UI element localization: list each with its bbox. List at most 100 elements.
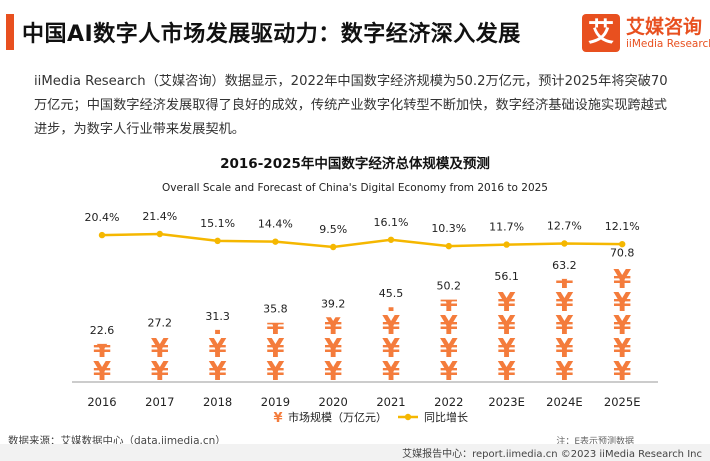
description-text: iiMedia Research（艾媒咨询）数据显示，2022年中国数字经济规模… [34,74,668,137]
yuan-icon: ¥ [209,334,227,364]
bar-value-label: 50.2 [437,280,462,293]
x-tick-label: 2017 [145,395,174,409]
chart-subtitle: Overall Scale and Forecast of China's Di… [162,182,548,194]
yuan-icon: ¥ [440,288,458,318]
yuan-icon: ¥ [266,265,284,295]
yuan-icon: ¥ [266,357,284,387]
yuan-icon: ¥ [93,334,111,364]
yuan-icon: ¥ [209,265,227,295]
title-accent-bar [6,14,14,50]
yuan-icon: ¥ [209,242,227,272]
yuan-icon: ¥ [209,311,227,341]
growth-point [561,240,568,247]
growth-value-label: 12.7% [547,220,582,233]
growth-point [330,243,337,251]
yuan-icon: ¥ [555,311,573,341]
x-tick-label: 2016 [87,395,116,409]
bar: ¥¥¥¥¥¥¥¥ [93,242,111,387]
yuan-icon: ¥ [93,288,111,318]
yuan-icon: ¥ [555,334,573,364]
bar-value-label: 27.2 [148,316,173,329]
digital-economy-chart: 2016-2025年中国数字经济总体规模及预测 Overall Scale an… [72,155,658,426]
yuan-icon: ¥ [151,357,169,387]
yuan-icon: ¥ [555,265,573,295]
x-tick-label: 2020 [319,395,348,409]
growth-point [503,241,510,248]
yuan-icon: ¥ [440,311,458,341]
yuan-icon: ¥ [93,242,111,272]
yuan-icon: ¥ [613,288,631,318]
yuan-icon: ¥ [324,265,342,295]
yuan-icon: ¥ [266,311,284,341]
yuan-icon: ¥ [209,357,227,387]
bar: ¥¥¥¥¥¥¥¥ [498,265,516,387]
x-tick-label: 2023E [488,395,525,409]
chart-legend: ¥ 市场规模（万亿元） 同比增长 [273,410,468,426]
yuan-icon: ¥ [440,334,458,364]
yuan-icon: ¥ [151,334,169,364]
growth-point [619,240,626,248]
yuan-icon: ¥ [266,242,284,272]
yuan-icon: ¥ [498,265,516,295]
growth-value-label: 9.5% [319,223,347,236]
x-tick-label: 2024E [546,395,583,409]
yuan-icon: ¥ [613,265,631,295]
growth-point [156,230,163,238]
bar-value-label: 35.8 [263,303,288,316]
growth-point [387,236,395,243]
footer-bar: 艾媒报告中心：report.iimedia.cn ©2023 iiMedia R… [0,444,710,461]
growth-value-label: 12.1% [605,220,640,233]
growth-point [272,238,279,245]
bar-value-label: 31.3 [205,310,230,323]
growth-value-label: 16.1% [374,216,409,229]
yuan-icon: ¥ [382,357,400,387]
logo-name-cn: 艾媒咨询 [626,16,703,38]
growth-point [98,231,106,239]
bar: ¥¥¥¥¥¥¥¥ [382,288,400,387]
x-tick-label: 2022 [434,395,463,409]
bar: ¥¥¥¥¥¥¥¥ [324,265,342,387]
bar-value-label: 70.8 [610,247,635,260]
bar-value-label: 22.6 [90,324,115,337]
yuan-icon: ¥ [93,265,111,295]
yuan-icon: ¥ [555,288,573,318]
yuan-icon: ¥ [382,288,400,318]
forecast-note: 注：E表示预测数据 [556,437,634,447]
footer-text: 艾媒报告中心：report.iimedia.cn ©2023 iiMedia R… [402,449,702,460]
logo-name-en: iiMedia Research [626,38,710,50]
bar: ¥¥¥¥¥¥¥¥ [266,242,284,387]
yuan-icon: ¥ [498,334,516,364]
yuan-icon: ¥ [93,357,111,387]
yuan-icon: ¥ [498,357,516,387]
brand-logo: 艾 艾媒咨询 iiMedia Research [582,12,710,56]
page-title: 中国AI数字人市场发展驱动力：数字经济深入发展 [22,22,521,47]
chart-title: 2016-2025年中国数字经济总体规模及预测 [220,155,490,172]
growth-value-label: 15.1% [200,217,235,230]
yuan-icon: ¥ [324,288,342,318]
x-tick-label: 2021 [376,395,405,409]
bar-value-label: 56.1 [494,270,519,283]
x-tick-label: 2019 [261,395,290,409]
growth-line [101,232,623,249]
logo-icon: 艾 [582,14,620,52]
bar-value-label: 45.5 [379,287,404,300]
bar: ¥¥¥¥¥¥¥¥ [209,242,227,387]
yuan-icon: ¥ [324,334,342,364]
yuan-icon: ¥ [613,357,631,387]
yuan-icon: ¥ [324,357,342,387]
x-tick-label: 2018 [203,395,232,409]
bar: ¥¥¥¥¥¥¥¥ [151,242,169,387]
legend-line-marker [404,413,412,421]
yuan-icon: ¥ [151,242,169,272]
legend-yuan-icon: ¥ [273,411,282,426]
bar: ¥¥¥¥¥¥¥¥ [555,265,573,387]
yuan-icon: ¥ [613,334,631,364]
growth-value-label: 14.4% [258,218,293,231]
bar-value-label: 63.2 [552,259,577,272]
x-tick-label: 2025E [604,395,641,409]
yuan-icon: ¥ [613,311,631,341]
bar: ¥¥¥¥¥¥¥¥ [613,265,631,387]
legend-label-bars: 市场规模（万亿元） [288,410,387,424]
yuan-icon: ¥ [555,357,573,387]
bar: ¥¥¥¥¥¥¥¥ [440,288,458,380]
